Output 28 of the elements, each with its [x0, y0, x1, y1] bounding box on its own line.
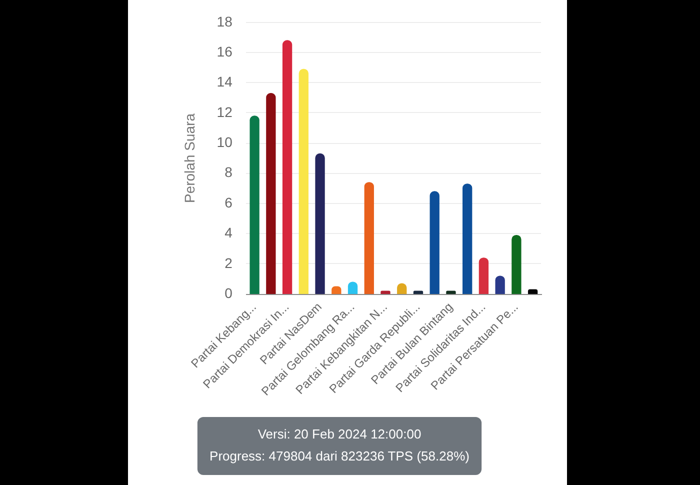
bar — [478, 258, 489, 294]
text: Versi: 20 Feb 2024 12:00:00 — [258, 426, 422, 442]
y-tick-label: 8 — [224, 164, 233, 180]
text: Progress: 479804 dari 823236 TPS (58.28%) — [210, 448, 470, 464]
y-tick-label: 4 — [224, 224, 233, 241]
y-tick-label: 2 — [224, 254, 233, 271]
y-axis-title: Perolah Suara — [181, 113, 198, 204]
y-tick-label: 6 — [224, 194, 233, 210]
bar — [250, 116, 260, 294]
bar — [430, 191, 440, 294]
bar — [512, 234, 522, 294]
y-tick-label: 16 — [216, 43, 233, 60]
y-tick-label: 0 — [224, 285, 233, 302]
y-tick-label: 10 — [216, 134, 233, 150]
bar — [495, 276, 505, 294]
bar — [315, 153, 325, 294]
bar — [446, 290, 456, 294]
bar — [282, 40, 292, 294]
y-tick-label: 18 — [216, 13, 233, 30]
bar — [364, 182, 374, 294]
bar — [462, 184, 472, 294]
bar — [266, 93, 276, 294]
bar — [413, 290, 424, 294]
y-tick-label: 12 — [216, 104, 233, 120]
bar — [298, 68, 308, 294]
bar — [528, 289, 538, 294]
y-tick-label: 14 — [216, 74, 233, 90]
bar — [380, 290, 390, 294]
